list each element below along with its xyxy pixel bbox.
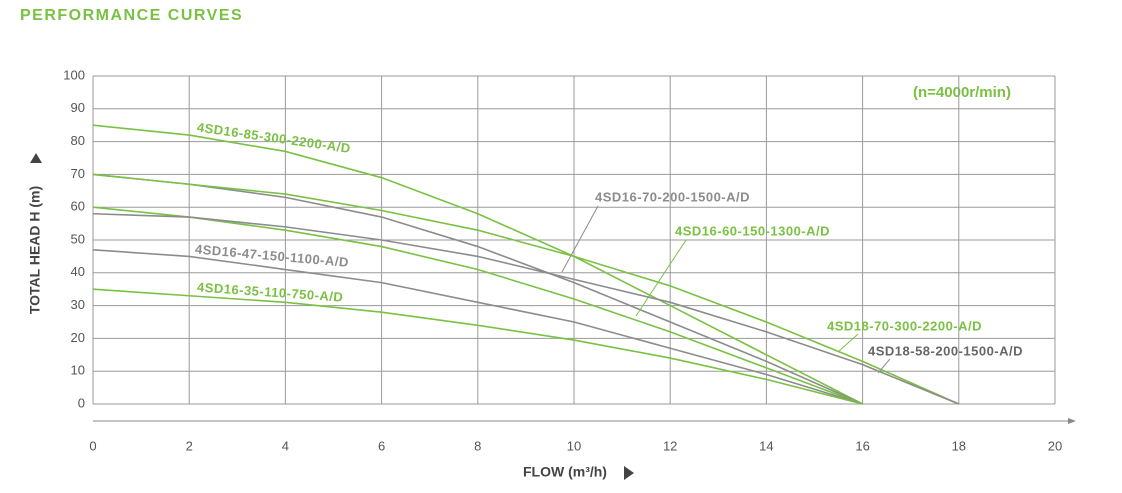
x-tick-label: 20 bbox=[1048, 438, 1062, 453]
curve-label: 4SD18-58-200-1500-A/D bbox=[868, 343, 1023, 358]
x-tick-label: 6 bbox=[378, 438, 385, 453]
y-tick-label: 60 bbox=[71, 199, 85, 214]
curve bbox=[92, 124, 863, 405]
x-tick-label: 2 bbox=[186, 438, 193, 453]
curve-label: 4SD16-60-150-1300-A/D bbox=[675, 223, 830, 238]
curve bbox=[92, 206, 863, 405]
y-tick-label: 10 bbox=[71, 363, 85, 378]
curve bbox=[92, 288, 863, 405]
curve-label: 4SD16-85-300-2200-A/D bbox=[196, 120, 352, 156]
curve bbox=[92, 173, 863, 405]
x-tick-label: 18 bbox=[952, 438, 966, 453]
y-tick-label: 40 bbox=[71, 264, 85, 279]
y-tick-label: 0 bbox=[78, 395, 85, 410]
x-tick-label: 8 bbox=[474, 438, 481, 453]
y-tick-label: 100 bbox=[63, 67, 85, 82]
curve-label: 4SD16-47-150-1100-A/D bbox=[194, 241, 349, 269]
leader-line bbox=[837, 333, 859, 353]
y-tick-label: 90 bbox=[71, 100, 85, 115]
y-tick-label: 80 bbox=[71, 133, 85, 148]
x-label-arrow bbox=[624, 466, 634, 480]
annotation: (n=4000r/min) bbox=[913, 84, 1011, 101]
chart-title: PERFORMANCE CURVES bbox=[20, 7, 243, 24]
leader-line bbox=[877, 358, 891, 374]
y-tick-label: 70 bbox=[71, 166, 85, 181]
leader-line bbox=[561, 205, 599, 273]
x-tick-label: 12 bbox=[663, 438, 677, 453]
x-tick-label: 16 bbox=[855, 438, 869, 453]
x-tick-label: 4 bbox=[282, 438, 289, 453]
y-tick-label: 30 bbox=[71, 297, 85, 312]
curve-label: 4SD16-70-200-1500-A/D bbox=[595, 189, 750, 204]
curve bbox=[92, 212, 960, 405]
curve-label: 4SD18-70-300-2200-A/D bbox=[827, 318, 982, 333]
x-tick-label: 10 bbox=[567, 438, 581, 453]
x-axis-label: FLOW (m³/h) bbox=[523, 464, 607, 480]
y-label-arrow bbox=[30, 153, 42, 163]
y-axis-label: TOTAL HEAD H (m) bbox=[27, 186, 43, 314]
curve bbox=[92, 249, 863, 405]
x-tick-label: 14 bbox=[759, 438, 773, 453]
y-tick-label: 50 bbox=[71, 231, 85, 246]
curve bbox=[92, 173, 960, 405]
y-tick-label: 20 bbox=[71, 330, 85, 345]
x-tick-label: 0 bbox=[89, 438, 96, 453]
x-axis-arrow bbox=[1068, 418, 1076, 424]
leader-line bbox=[635, 239, 687, 317]
